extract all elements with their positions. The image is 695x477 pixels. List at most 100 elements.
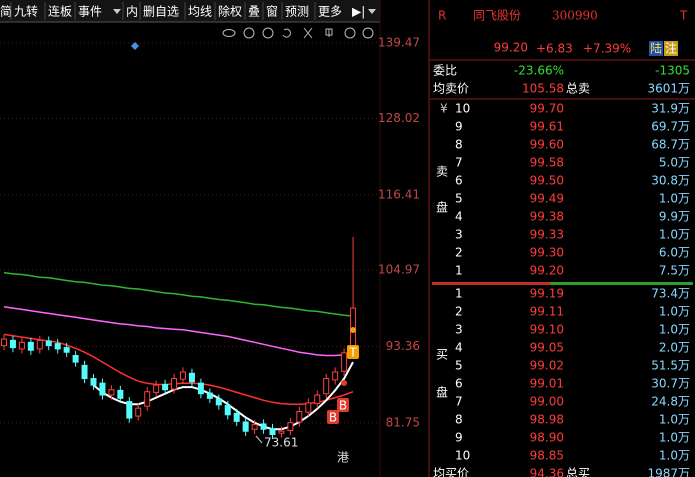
level: 3 [455,323,463,337]
level-price: 99.49 [530,192,564,206]
badge: R [438,9,446,23]
toolbar-button[interactable]: 叠 [248,5,260,19]
toolbar-button[interactable]: 删自选 [143,5,179,19]
level-volume: 5.0万 [659,156,690,170]
candle-body [18,341,25,350]
level: 1 [455,264,463,278]
weibi-pct: -23.66% [514,64,564,78]
candle-body [197,382,204,395]
level-price: 99.01 [530,377,564,391]
toolbar-button[interactable]: 预测 [285,5,309,19]
level-volume: 31.9万 [651,102,690,116]
side-label: 买 [436,348,448,362]
signal-dot [341,380,347,386]
y-tick-label: 128.02 [378,111,420,125]
level-volume: 73.4万 [651,287,690,301]
y-tick-label: 93.36 [386,339,420,353]
y-tick-label: 104.97 [378,263,420,277]
level-price: 99.70 [530,102,564,116]
level-price: 99.20 [530,264,564,278]
level-price: 99.19 [530,287,564,301]
cut-icon[interactable] [303,27,313,39]
toolbar [0,0,380,22]
level-volume: 1.0万 [659,305,690,319]
level: 1 [455,287,463,301]
signal-label[interactable]: T [348,346,357,360]
candle-body [296,410,303,423]
candle-body [135,407,142,417]
tag-box [649,41,663,56]
signal-badge[interactable] [347,345,359,359]
level: 8 [455,413,463,427]
toolbar-button[interactable]: 简 [0,5,12,19]
tag: 注 [665,41,677,56]
eye-icon[interactable] [222,29,236,37]
toolbar-button[interactable]: 更多 [318,5,342,19]
signal-label[interactable]: B [339,399,347,413]
chart-tools [222,27,374,39]
level: 9 [455,120,463,134]
zoom-out-icon[interactable] [362,27,374,39]
signal-label[interactable]: B [329,411,337,425]
info-icon[interactable] [243,27,255,39]
level: 10 [455,449,470,463]
candle-body [332,371,339,381]
candle-body [341,352,348,372]
stock-code: 300990 [552,9,598,23]
tag-box [664,41,678,56]
level-price: 99.38 [530,210,564,224]
ma-line [3,271,354,317]
level-price: 99.50 [530,174,564,188]
toolbar-button[interactable]: 均线 [188,5,212,19]
candle-body [251,424,258,430]
signal-badge[interactable] [337,398,349,412]
candle-body [90,378,97,386]
total-label: 总买 [566,467,590,477]
draw-icon[interactable] [325,28,333,37]
mode-flag[interactable]: T [679,9,688,23]
tag: 陆 [650,41,662,56]
toolbar-button[interactable]: 连板 [48,4,72,19]
level-price: 99.10 [530,323,564,337]
avg-price: 94.36 [530,467,564,477]
weibi-diff: -1305 [655,64,690,78]
level-volume: 30.8万 [651,174,690,188]
candle-body [153,384,160,393]
expand-icon[interactable]: ▶| [352,5,365,19]
level-volume: 7.5万 [659,264,690,278]
level-volume: 30.7万 [651,377,690,391]
level: 2 [455,246,463,260]
level-price: 99.30 [530,246,564,260]
undo-icon[interactable] [282,28,291,38]
candle-body [108,389,115,396]
total-volume: 1987万 [647,467,690,477]
y-tick-label: 116.41 [378,187,420,201]
level-price: 98.85 [530,449,564,463]
signal-badge[interactable] [327,410,339,424]
candle-body [45,340,52,347]
toolbar-button[interactable]: 除权 [218,4,242,19]
toolbar-button[interactable]: 事件 [78,5,102,19]
side-label: 盘 [436,385,448,400]
level-price: 99.11 [530,305,564,319]
level: 6 [455,377,463,391]
toolbar-button[interactable]: 九转 [14,4,38,19]
level-volume: 9.9万 [659,210,690,224]
play-icon[interactable] [262,27,274,39]
toolbar-button[interactable]: 窗 [266,5,278,19]
candle-body [233,412,240,422]
currency: ¥ [440,102,448,116]
candle-body [171,378,178,390]
toolbar-button[interactable]: 内 [126,5,138,19]
dropdown-icon[interactable] [113,9,121,14]
ma-line [92,361,354,431]
zoom-in-icon[interactable] [344,27,356,39]
level-volume: 1.0万 [659,228,690,242]
dropdown-icon[interactable] [368,9,376,14]
level: 7 [455,156,463,170]
buy-ratio-bar [550,282,693,285]
event-diamond[interactable] [131,42,139,50]
avg-price: 105.58 [522,82,564,96]
level-price: 99.33 [530,228,564,242]
